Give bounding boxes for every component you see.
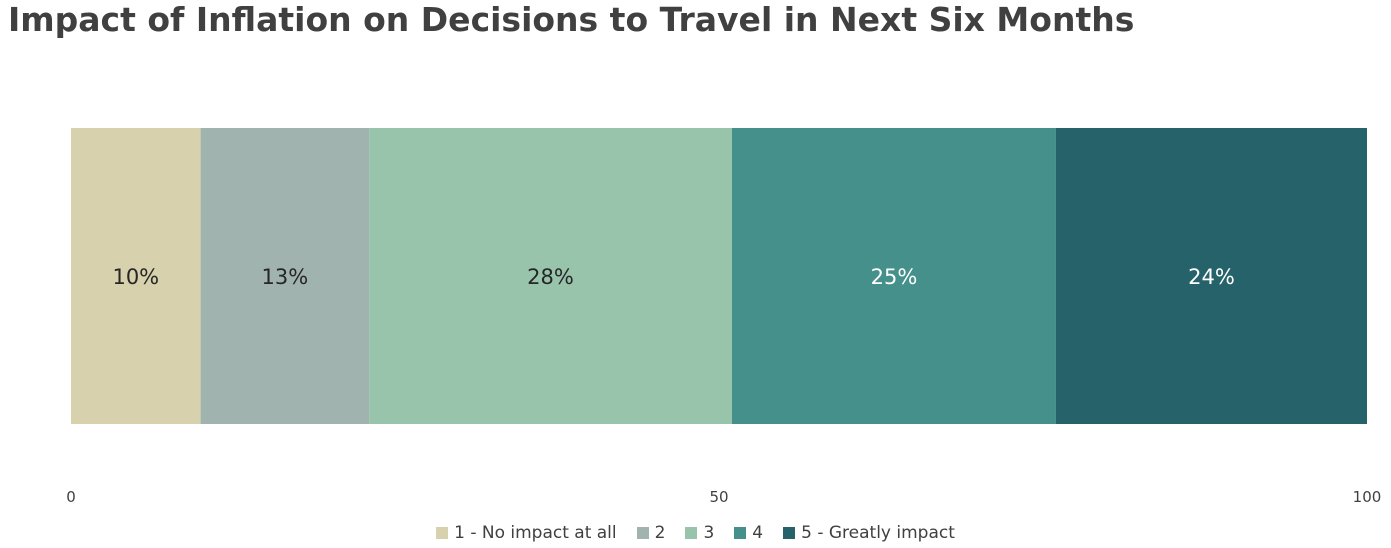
segment-label-1: 10%: [112, 265, 159, 289]
legend-label: 5 - Greatly impact: [801, 523, 955, 543]
x-tick-label: 50: [709, 488, 728, 506]
bar-segment-1: [71, 128, 201, 424]
legend: 1 - No impact at all 2 3 4 5 - Greatly impac…: [0, 523, 1391, 543]
legend-item-4: 4: [734, 523, 763, 543]
bar-segment-3: [369, 128, 732, 424]
segment-label-2: 13%: [261, 265, 308, 289]
legend-swatch: [636, 527, 649, 539]
segment-labels: 10% 13% 28% 25% 24%: [112, 265, 1234, 289]
bar-segment-2: [200, 128, 370, 424]
bar-segment-5: [1055, 128, 1367, 424]
bar-segments: [71, 128, 1367, 424]
legend-item-2: 2: [636, 523, 666, 543]
legend-item-1: 1 - No impact at all: [436, 523, 617, 543]
segment-label-5: 24%: [1188, 265, 1235, 289]
legend-label: 2: [654, 523, 666, 543]
legend-swatch: [685, 527, 698, 539]
x-tick-label: 100: [1353, 488, 1382, 506]
chart-title: Impact of Inflation on Decisions to Trav…: [8, 0, 1135, 39]
segment-label-4: 25%: [871, 265, 918, 289]
legend-swatch: [734, 527, 747, 539]
legend-item-5: 5 - Greatly impact: [783, 523, 955, 543]
legend-item-3: 3: [685, 523, 714, 543]
x-axis-ticks: 0 50 100: [66, 488, 1381, 506]
x-tick-label: 0: [66, 488, 76, 506]
legend-label: 4: [752, 523, 764, 543]
segment-label-3: 28%: [527, 265, 574, 289]
legend-swatch: [436, 527, 449, 539]
legend-swatch: [783, 527, 796, 539]
bar-segment-4: [731, 128, 1056, 424]
legend-label: 3: [703, 523, 715, 543]
legend-label: 1 - No impact at all: [454, 523, 617, 543]
